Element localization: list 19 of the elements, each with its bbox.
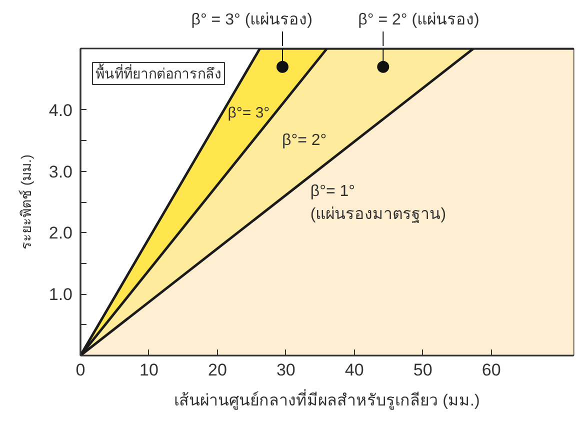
y-tick-label: 1.0	[48, 285, 73, 304]
x-tick-label: 10	[140, 360, 158, 380]
y-tick-label: 4.0	[48, 100, 73, 120]
series-label: β°= 3°	[228, 104, 270, 122]
x-tick-label: 40	[344, 360, 364, 380]
x-tick-label: 0	[76, 360, 86, 380]
series-label: β°= 1° (แผ่นรองมาตรฐาน)	[310, 182, 446, 223]
annotation: β° = 2° (แผ่นรอง)	[358, 12, 480, 28]
series-label: β°= 2°	[282, 132, 327, 150]
y-tick-label: 3.0	[48, 162, 73, 182]
annotation: β° = 3° (แผ่นรอง)	[191, 12, 312, 28]
x-axis-title: เส้นผ่านศูนย์กลางที่มีผลสำหรับรูเกลียว (มม.)	[174, 388, 480, 410]
x-tick-label: 60	[482, 360, 501, 380]
x-tick-label: 30	[276, 360, 296, 380]
y-tick-label: 2.0	[48, 224, 73, 243]
x-tick-label: 20	[208, 360, 227, 380]
annotation: พื้นที่ที่ยากต่อการกลึง	[96, 64, 222, 82]
x-tick-label: 50	[413, 360, 432, 380]
y-axis-title: ระยะพิตช์ (มม.)	[18, 154, 34, 250]
